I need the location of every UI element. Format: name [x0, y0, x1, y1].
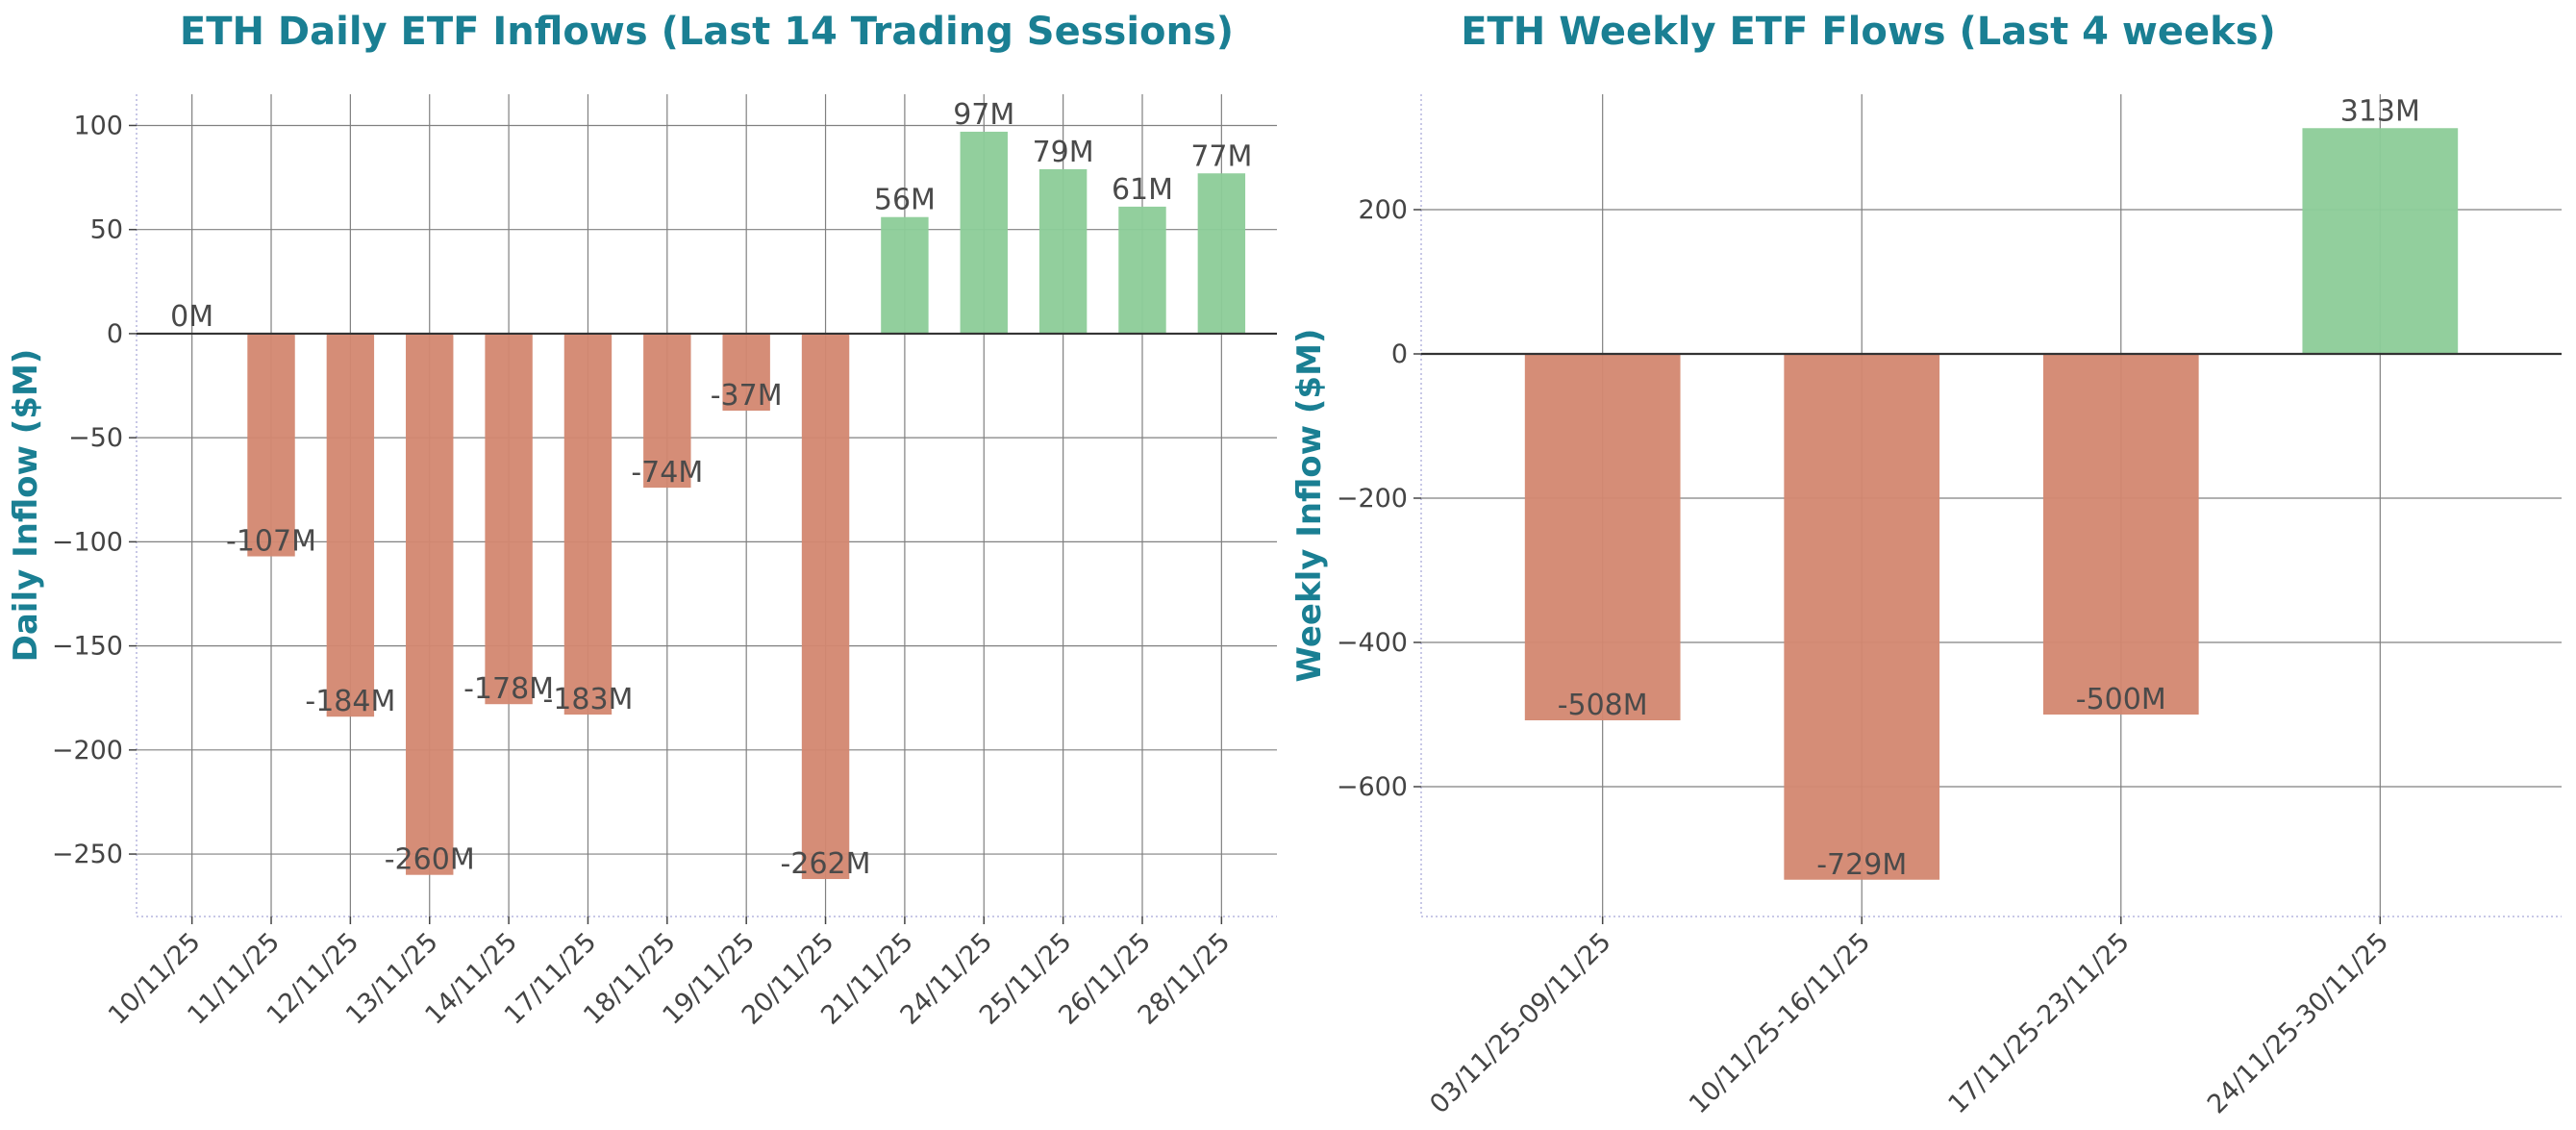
weekly-data-label-1: -729M — [1816, 848, 1907, 882]
daily-data-label-3: -260M — [385, 843, 475, 877]
daily-bar-2 — [326, 333, 375, 717]
weekly-bar-0 — [1524, 354, 1681, 720]
daily-bar-10 — [960, 131, 1008, 334]
daily-bar-6 — [643, 333, 691, 489]
daily-y-tick-label: −150 — [52, 632, 123, 662]
weekly-data-label-2: -500M — [2076, 683, 2166, 716]
daily-bar-12 — [1118, 206, 1166, 334]
weekly-y-tick-label: 0 — [1391, 339, 1408, 369]
weekly-bar-2 — [2042, 354, 2199, 715]
daily-data-label-13: 77M — [1190, 139, 1252, 173]
weekly-y-axis-label: Weekly Inflow ($M) — [1290, 329, 1329, 683]
daily-data-label-12: 61M — [1112, 173, 1173, 207]
daily-y-tick-label: 100 — [73, 111, 123, 140]
weekly-bar-1 — [1784, 354, 1940, 880]
weekly-x-tick-label: 03/11/25-09/11/25 — [1424, 927, 1616, 1119]
weekly-y-tick-label: 200 — [1358, 195, 1408, 225]
daily-chart-title: ETH Daily ETF Inflows (Last 14 Trading S… — [180, 10, 1234, 54]
daily-bar-3 — [406, 333, 454, 875]
daily-data-label-5: -183M — [542, 683, 633, 716]
weekly-chart-title: ETH Weekly ETF Flows (Last 4 weeks) — [1461, 10, 2276, 54]
daily-bar-11 — [1038, 168, 1088, 334]
daily-y-tick-label: 50 — [90, 215, 123, 245]
daily-bar-9 — [881, 216, 929, 334]
daily-y-tick-label: −100 — [52, 527, 123, 557]
daily-data-label-6: -74M — [631, 456, 703, 490]
weekly-flows-panel: ETH Weekly ETF Flows (Last 4 weeks) Week… — [1290, 10, 2562, 1119]
daily-y-tick-label: 0 — [107, 319, 123, 349]
daily-data-label-0: 0M — [170, 300, 213, 334]
weekly-x-tick-label: 17/11/25-23/11/25 — [1942, 927, 2135, 1119]
weekly-y-tick-label: −200 — [1337, 484, 1408, 514]
daily-data-label-10: 97M — [953, 98, 1014, 132]
daily-y-tick-label: −200 — [52, 736, 123, 766]
daily-data-label-4: -178M — [463, 672, 554, 706]
daily-bar-8 — [801, 333, 850, 880]
daily-inflows-panel: ETH Daily ETF Inflows (Last 14 Trading S… — [7, 10, 1277, 1031]
daily-y-tick-label: −250 — [52, 840, 123, 869]
daily-y-tick-label: −50 — [68, 423, 123, 453]
weekly-x-tick-label: 10/11/25-16/11/25 — [1684, 927, 1876, 1119]
weekly-bar-3 — [2302, 128, 2459, 354]
weekly-data-label-3: 313M — [2340, 94, 2420, 128]
daily-data-label-7: -37M — [711, 379, 783, 413]
daily-bar-5 — [563, 333, 613, 716]
weekly-data-label-0: -508M — [1558, 689, 1648, 722]
daily-bar-1 — [247, 333, 295, 557]
daily-bar-13 — [1197, 173, 1246, 334]
daily-y-axis-label: Daily Inflow ($M) — [7, 349, 45, 663]
weekly-y-tick-label: −600 — [1337, 772, 1408, 802]
weekly-x-tick-label: 24/11/25-30/11/25 — [2202, 927, 2394, 1119]
daily-data-label-1: -107M — [226, 525, 316, 559]
daily-bar-4 — [485, 333, 533, 705]
daily-data-label-11: 79M — [1033, 136, 1094, 169]
weekly-y-tick-label: −400 — [1337, 628, 1408, 658]
daily-bar-7 — [722, 333, 770, 412]
daily-data-label-2: -184M — [305, 685, 395, 718]
daily-data-label-8: -262M — [781, 847, 871, 881]
daily-data-label-9: 56M — [874, 184, 936, 217]
